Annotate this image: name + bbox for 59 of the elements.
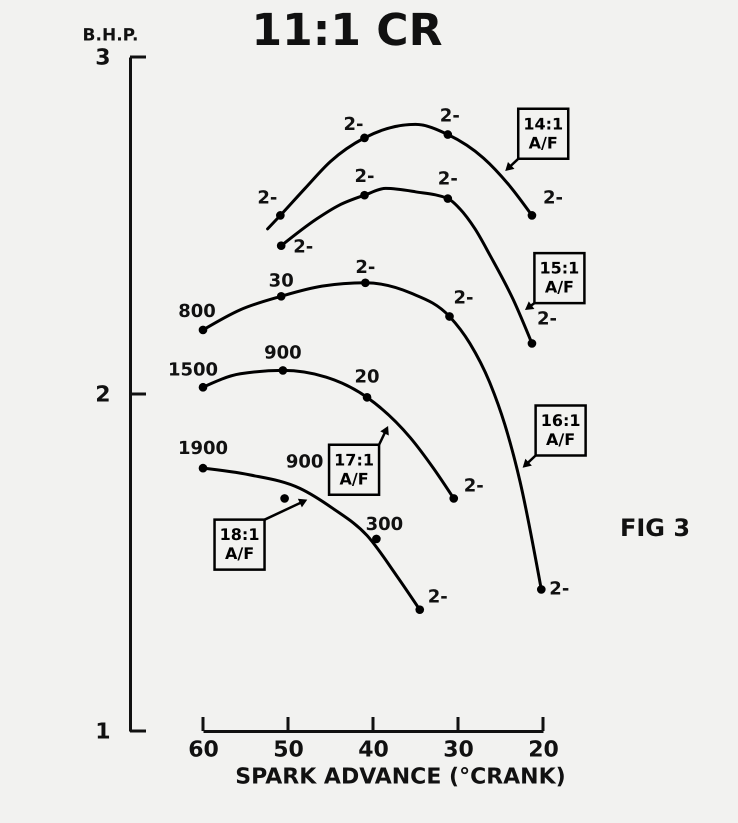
- annotation: 2-: [293, 236, 314, 258]
- point: [280, 494, 289, 503]
- annotation: 300: [366, 514, 404, 535]
- x-tick-label: 60: [188, 738, 219, 762]
- annotation: 2-: [438, 168, 458, 190]
- point: [276, 292, 286, 301]
- point: [528, 339, 536, 348]
- x-axis-title: SPARK ADVANCE (°CRANK): [235, 764, 566, 790]
- chart-title: 11:1 CR: [252, 5, 442, 56]
- annotation: 2-: [464, 475, 484, 496]
- point: [198, 382, 208, 392]
- annotation: 20: [354, 366, 380, 388]
- annotation: 2-: [257, 187, 278, 208]
- annotation: 2-: [344, 114, 364, 135]
- x-tick-label: 20: [528, 738, 559, 762]
- point: [198, 326, 208, 334]
- annotation: 900: [286, 451, 324, 472]
- y-tick-label: 3: [95, 46, 110, 70]
- x-tick-label: 30: [443, 738, 474, 762]
- point: [528, 211, 536, 220]
- text: 18:1 A/F: [220, 525, 260, 564]
- point: [362, 393, 372, 402]
- annotation: 2-: [536, 308, 557, 330]
- point: [361, 278, 370, 288]
- annotation: 1500: [168, 359, 218, 380]
- series-label: 15:1 A/F: [540, 258, 580, 297]
- legend-label: 17:1 A/F: [334, 450, 374, 488]
- point: [276, 241, 286, 250]
- point: [360, 134, 369, 142]
- x-tick-label: 40: [358, 738, 389, 762]
- point: [536, 585, 546, 594]
- y-tick-label: 1: [95, 720, 110, 744]
- point: [415, 605, 424, 614]
- annotation: 2-: [549, 578, 570, 600]
- annotation: 2-: [542, 187, 563, 208]
- point: [278, 366, 288, 375]
- annotation: 2-: [440, 106, 460, 127]
- point: [443, 130, 452, 139]
- point: [372, 534, 381, 544]
- annotation: 2-: [454, 287, 474, 308]
- annotation: 2-: [354, 166, 374, 188]
- annotation: 2-: [428, 586, 448, 608]
- point: [449, 494, 458, 503]
- series-label: 16:1 A/F: [540, 411, 581, 450]
- y-axis-title: B.H.P.: [82, 26, 138, 46]
- annotation: 30: [268, 270, 294, 292]
- annotation: 1900: [178, 438, 228, 460]
- point: [445, 312, 454, 321]
- y-tick-label: 2: [95, 382, 110, 408]
- caption: FIG 3: [620, 514, 690, 542]
- annotation: 900: [264, 342, 302, 364]
- text: 14:1 A/F: [523, 114, 564, 152]
- point: [443, 194, 452, 203]
- point: [198, 464, 208, 472]
- annotation: 800: [178, 300, 216, 322]
- point: [276, 211, 285, 220]
- point: [360, 190, 369, 200]
- annotation: 2-: [355, 256, 376, 278]
- x-tick-label: 50: [273, 738, 304, 762]
